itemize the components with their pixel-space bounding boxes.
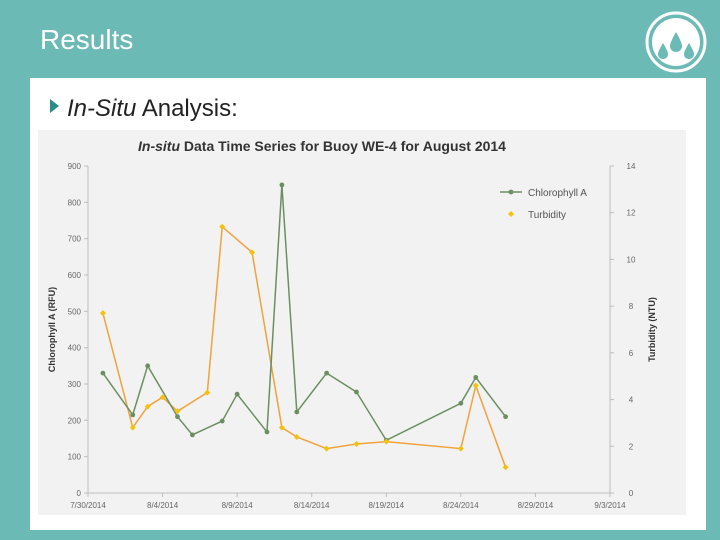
y-tick-label: 400 xyxy=(68,344,82,353)
chlorophyll-point xyxy=(279,182,285,188)
chlorophyll-point xyxy=(324,370,330,376)
turbidity-point xyxy=(129,424,136,431)
water-drops-icon xyxy=(645,11,707,73)
y-tick-label: 0 xyxy=(77,489,82,498)
turbidity-point xyxy=(249,249,256,256)
x-tick-label: 8/4/2014 xyxy=(147,501,179,510)
chlorophyll-point xyxy=(145,363,151,369)
x-tick-label: 8/19/2014 xyxy=(368,501,404,510)
chlorophyll-point xyxy=(354,389,359,395)
turbidity-point xyxy=(174,408,181,415)
turbidity-point xyxy=(323,445,330,452)
x-tick-label: 7/30/2014 xyxy=(70,501,106,510)
legend-chlorophyll-label: Chlorophyll A xyxy=(528,188,587,199)
chlorophyll-point xyxy=(130,412,136,418)
x-tick-label: 9/3/2014 xyxy=(594,501,626,510)
x-tick-label: 8/9/2014 xyxy=(222,501,254,510)
y-tick-label: 700 xyxy=(68,235,82,244)
bullet-italic-text: In-Situ xyxy=(67,95,137,122)
chlorophyll-point xyxy=(219,418,225,424)
legend-turbidity-marker xyxy=(508,211,514,217)
y2-tick-label: 4 xyxy=(629,396,634,405)
turbidity-point xyxy=(383,438,390,445)
x-tick-label: 8/29/2014 xyxy=(518,501,554,510)
y-tick-label: 100 xyxy=(68,453,82,462)
y-tick-label: 800 xyxy=(68,198,82,207)
y-tick-label: 300 xyxy=(68,380,82,389)
y-tick-label: 500 xyxy=(68,307,82,316)
y-axis-title: Chlorophyll A (RFU) xyxy=(47,287,57,372)
chlorophyll-point xyxy=(190,432,195,438)
chart-title: In-situ Data Time Series for Buoy WE-4 f… xyxy=(138,138,506,154)
turbidity-line xyxy=(102,225,507,468)
y2-tick-label: 10 xyxy=(627,255,636,264)
y2-tick-label: 12 xyxy=(627,209,636,218)
chart-container: In-situ Data Time Series for Buoy WE-4 f… xyxy=(38,130,686,515)
chlorophyll-point xyxy=(100,370,106,376)
turbidity-point xyxy=(472,382,479,389)
chlorophyll-point xyxy=(458,400,464,406)
y-tick-label: 900 xyxy=(68,162,82,171)
turbidity-point xyxy=(457,445,464,452)
y2-axis-title: Turbidity (NTU) xyxy=(647,297,657,362)
y2-tick-label: 14 xyxy=(627,162,636,171)
turbidity-point xyxy=(159,394,166,401)
y2-tick-label: 0 xyxy=(629,489,634,498)
turbidity-point xyxy=(99,310,106,317)
chlorophyll-point xyxy=(503,414,508,420)
y2-tick-label: 6 xyxy=(629,349,634,358)
bullet-item: In-Situ Analysis: xyxy=(50,95,238,123)
turbidity-point xyxy=(219,223,226,230)
legend-chlorophyll-marker xyxy=(508,189,514,195)
y2-tick-label: 2 xyxy=(629,442,634,451)
turbidity-point xyxy=(353,440,360,447)
turbidity-point xyxy=(293,433,300,440)
turbidity-point xyxy=(204,389,211,396)
turbidity-point xyxy=(278,424,285,431)
turbidity-point xyxy=(502,464,509,471)
chlorophyll-point xyxy=(175,414,180,420)
x-tick-label: 8/24/2014 xyxy=(443,501,479,510)
bullet-arrow-icon xyxy=(50,99,59,113)
chlorophyll-line xyxy=(102,184,507,442)
chlorophyll-point xyxy=(294,409,300,415)
chlorophyll-point xyxy=(473,375,479,380)
legend-turbidity-label: Turbidity xyxy=(528,210,566,221)
turbidity-point xyxy=(144,403,151,410)
bullet-text: Analysis: xyxy=(136,95,238,122)
time-series-chart: In-situ Data Time Series for Buoy WE-4 f… xyxy=(47,138,657,510)
y2-tick-label: 8 xyxy=(629,302,634,311)
chlorophyll-point xyxy=(234,391,240,397)
y-tick-label: 600 xyxy=(68,271,82,280)
x-tick-label: 8/14/2014 xyxy=(294,501,330,510)
y-tick-label: 200 xyxy=(68,416,82,425)
chlorophyll-point xyxy=(264,429,270,435)
slide-title: Results xyxy=(40,24,134,55)
